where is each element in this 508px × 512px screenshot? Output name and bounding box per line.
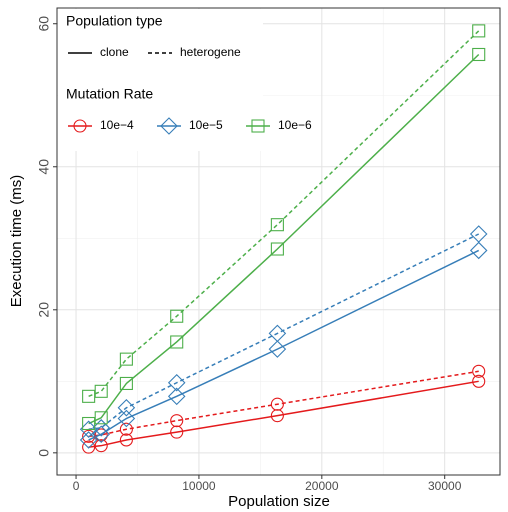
point [160, 117, 178, 135]
point [472, 374, 486, 388]
point [82, 440, 96, 454]
point [469, 241, 488, 260]
point [119, 376, 133, 391]
y-tick-label: 20 [36, 302, 52, 318]
point [92, 425, 110, 444]
legend: Population type clone heterogene Mutation R… [58, 9, 312, 151]
point [94, 411, 108, 425]
series-line [88, 249, 480, 441]
legend-label: clone [100, 45, 129, 59]
legend-label: 10e−4 [100, 118, 134, 132]
point [79, 431, 98, 449]
point [472, 47, 486, 62]
x-tick-label: 20000 [305, 479, 339, 493]
point [117, 409, 136, 428]
x-tick-label: 10000 [182, 479, 216, 493]
point [82, 416, 96, 431]
point [92, 419, 110, 437]
series-line [88, 30, 480, 398]
point [270, 242, 284, 256]
point [119, 422, 133, 436]
point [73, 119, 87, 133]
point [170, 309, 184, 323]
point [270, 397, 284, 411]
point [472, 24, 486, 38]
series-line [88, 380, 479, 448]
point [82, 389, 96, 403]
point [268, 340, 287, 358]
legend-title: Population type [66, 13, 163, 29]
point [170, 335, 184, 349]
y-tick-label: 60 [36, 16, 52, 32]
point [167, 387, 186, 406]
point [167, 373, 186, 392]
legend-label: 10e−6 [278, 118, 312, 132]
point [469, 225, 488, 243]
x-axis-title: Population size [228, 493, 330, 510]
y-axis-title: Execution time (ms) [8, 175, 25, 308]
point [94, 384, 108, 398]
legend-label: heterogene [180, 45, 241, 59]
y-tick-label: 40 [36, 159, 52, 175]
point [270, 409, 284, 423]
point [170, 425, 184, 439]
legend-background [58, 9, 263, 151]
legend-label: 10e−5 [189, 118, 223, 132]
point [472, 364, 486, 378]
point [270, 218, 284, 232]
point [251, 119, 265, 133]
x-tick-label: 0 [73, 479, 80, 493]
x-tick-label: 30000 [428, 479, 462, 493]
point [94, 428, 108, 442]
legend-title: Mutation Rate [66, 86, 153, 102]
series-line [88, 53, 480, 425]
point [94, 439, 108, 453]
point [119, 433, 133, 447]
point [170, 414, 184, 428]
plot-border [56, 7, 501, 476]
point [117, 398, 136, 417]
point [119, 352, 133, 366]
y-tick-label: 0 [36, 449, 52, 457]
point [268, 324, 287, 343]
